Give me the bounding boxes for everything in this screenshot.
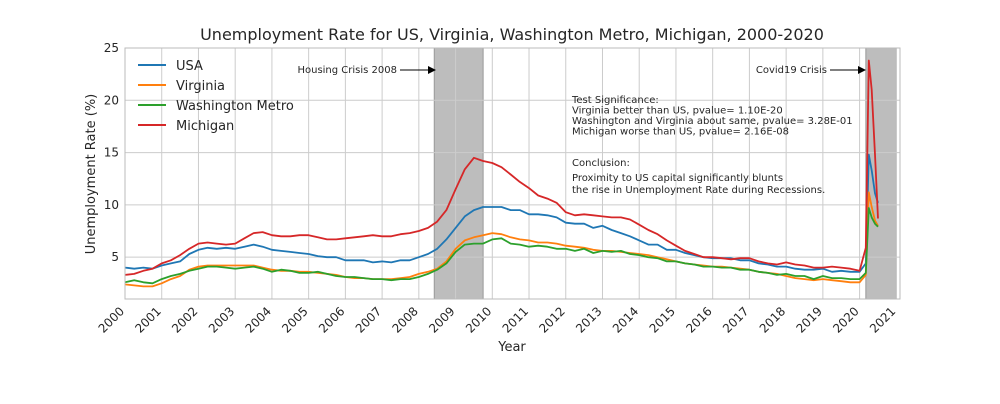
plot-frame: [124, 47, 901, 300]
annotation-conclusion-line: the rise in Unemployment Rate during Rec…: [572, 185, 825, 196]
x-tick-label: 2016: [683, 304, 714, 335]
legend-label: Michigan: [176, 119, 234, 134]
y-tick-label: 10: [104, 198, 119, 212]
arrowhead-covid-crisis: [858, 66, 866, 74]
series-line-usa: [124, 153, 879, 273]
x-tick-label: 2011: [500, 304, 531, 335]
x-tick-label: 2007: [353, 304, 384, 335]
x-tick-label: 2001: [132, 304, 163, 335]
y-tick-label: 20: [104, 93, 119, 107]
x-tick-label: 2010: [463, 304, 494, 335]
series-lines: [124, 59, 879, 288]
y-axis-label: Unemployment Rate (%): [84, 94, 99, 255]
annotation-conclusion-line: Proximity to US capital significantly bl…: [572, 173, 783, 184]
x-tick-label: 2019: [793, 304, 824, 335]
x-tick-label: 2017: [720, 304, 751, 335]
series-line-michigan: [124, 59, 879, 276]
x-tick-label: 2018: [757, 304, 788, 335]
annotation-conclusion-line: Conclusion:: [572, 158, 630, 169]
y-tick-label: 5: [111, 250, 119, 264]
annotation-test-significance-line: Virginia better than US, pvalue= 1.10E-2…: [572, 106, 783, 117]
y-tick-label: 15: [104, 146, 119, 160]
chart-title: Unemployment Rate for US, Virginia, Wash…: [200, 25, 824, 44]
shaded-period-0: [433, 47, 484, 300]
series-line-washington-metro: [124, 207, 879, 285]
x-tick-label: 2013: [573, 304, 604, 335]
x-tick-label: 2009: [426, 304, 457, 335]
annotation-covid-crisis: Covid19 Crisis: [756, 65, 827, 76]
arrowhead-housing-crisis: [428, 66, 436, 74]
x-tick-label: 2012: [536, 304, 567, 335]
grid-lines: [124, 47, 900, 299]
x-tick-label: 2020: [830, 304, 861, 335]
x-tick-label: 2015: [647, 304, 678, 335]
x-tick-label: 2021: [867, 304, 898, 335]
x-tick-label: 2006: [316, 304, 347, 335]
legend: USA Virginia Washington Metro Michigan: [138, 59, 294, 134]
y-tick-label: 25: [104, 41, 119, 55]
x-tick-label: 2002: [169, 304, 200, 335]
annotation-housing-crisis: Housing Crisis 2008: [297, 65, 397, 76]
annotation-test-significance-line: Washington and Virginia about same, pval…: [572, 116, 853, 127]
x-tick-label: 2000: [96, 304, 127, 335]
legend-label: Washington Metro: [176, 99, 294, 114]
x-axis-label: Year: [497, 340, 526, 355]
legend-label: USA: [176, 59, 203, 74]
x-tick-label: 2008: [389, 304, 420, 335]
annotation-test-significance-line: Test Significance:: [571, 95, 659, 106]
x-tick-label: 2003: [206, 304, 237, 335]
annotation-test-significance-line: Michigan worse than US, pvalue= 2.16E-08: [572, 127, 789, 138]
x-tick-label: 2014: [610, 304, 641, 335]
x-tick-label: 2005: [279, 304, 310, 335]
legend-label: Virginia: [176, 79, 225, 94]
annotations: Housing Crisis 2008 Covid19 Crisis Test Si…: [297, 65, 866, 196]
x-tick-label: 2004: [243, 304, 274, 335]
